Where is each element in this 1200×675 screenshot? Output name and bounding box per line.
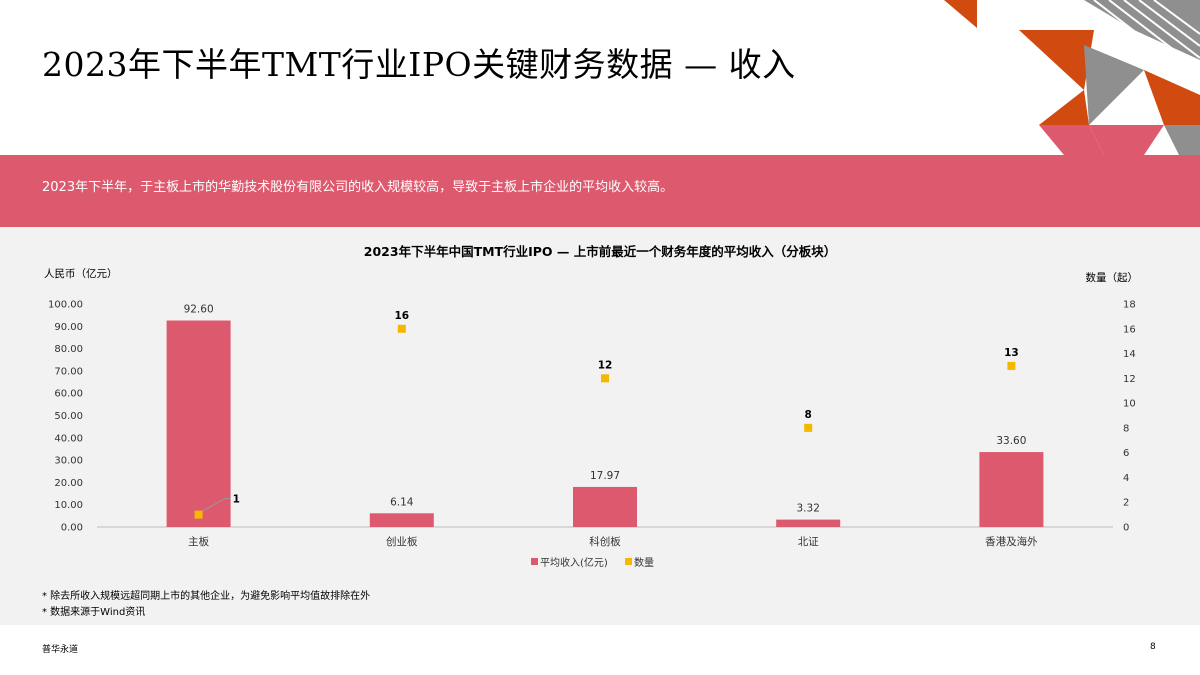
revenue-chart: 2023年下半年中国TMT行业IPO — 上市前最近一个财务年度的平均收入（分板…	[44, 244, 1139, 569]
y-tick-right: 2	[1123, 498, 1129, 509]
summary-banner: 2023年下半年，于主板上市的华勤技术股份有限公司的收入规模较高，导致于主板上市…	[0, 155, 1200, 227]
banner-text: 2023年下半年，于主板上市的华勤技术股份有限公司的收入规模较高，导致于主板上市…	[42, 180, 674, 195]
y-tick-left: 0.00	[61, 523, 83, 534]
y-tick-left: 90.00	[54, 322, 83, 333]
x-tick-label-2: 科创板	[589, 535, 621, 548]
marker-label-2: 12	[598, 359, 613, 371]
y-tick-left: 60.00	[54, 389, 83, 400]
legend-swatch-revenue	[531, 558, 538, 565]
marker-4	[1007, 361, 1016, 370]
bar-2	[573, 486, 637, 527]
x-tick-label-1: 创业板	[386, 535, 418, 548]
y-tick-right: 0	[1123, 523, 1129, 534]
bar-1	[369, 513, 434, 527]
footnote-1: * 除去所收入规模远超同期上市的其他企业，为避免影响平均值故排除在外	[42, 591, 371, 602]
y-tick-left: 40.00	[54, 433, 83, 444]
bar-0	[166, 320, 231, 527]
legend-label-revenue: 平均收入(亿元)	[540, 556, 608, 569]
page-number: 8	[1150, 642, 1156, 652]
y-tick-left: 10.00	[54, 500, 83, 511]
x-tick-label-0: 主板	[188, 535, 209, 548]
y-tick-right: 12	[1123, 374, 1136, 385]
y-tick-right: 4	[1123, 473, 1129, 484]
marker-3	[804, 423, 813, 432]
marker-0	[194, 510, 203, 519]
bar-3	[776, 519, 841, 527]
y-axis-left-label: 人民币（亿元）	[44, 267, 118, 280]
y-tick-right: 6	[1123, 448, 1129, 459]
page-title: 2023年下半年TMT行业IPO关键财务数据 — 收入	[42, 45, 796, 84]
chart-title: 2023年下半年中国TMT行业IPO — 上市前最近一个财务年度的平均收入（分板…	[364, 244, 836, 259]
marker-label-0: 1	[233, 494, 240, 506]
y-tick-right: 10	[1123, 399, 1136, 410]
x-tick-label-3: 北证	[798, 536, 819, 548]
marker-2	[601, 374, 609, 383]
decorative-triangles	[944, 0, 1200, 155]
marker-leader-0	[203, 498, 231, 512]
x-tick-label-4: 香港及海外	[985, 535, 1038, 548]
marker-label-4: 13	[1004, 347, 1019, 359]
y-tick-left: 80.00	[54, 344, 83, 355]
y-tick-right: 14	[1123, 349, 1136, 360]
y-tick-left: 20.00	[54, 478, 83, 489]
bar-label-3: 3.32	[797, 503, 820, 515]
bar-4	[979, 452, 1044, 527]
bar-label-4: 33.60	[996, 435, 1026, 447]
marker-label-1: 16	[394, 310, 409, 322]
y-tick-right: 8	[1123, 423, 1129, 434]
bar-label-1: 6.14	[390, 496, 414, 508]
y-tick-left: 100.00	[48, 300, 83, 311]
footnote-2: * 数据来源于Wind资讯	[42, 607, 146, 618]
marker-1	[397, 324, 406, 333]
y-axis-right-label: 数量（起）	[1086, 271, 1139, 284]
y-tick-left: 30.00	[54, 456, 83, 467]
footer-brand: 普华永道	[42, 645, 79, 655]
y-tick-left: 70.00	[54, 366, 83, 377]
legend-label-count: 数量	[634, 556, 654, 569]
y-tick-left: 50.00	[54, 411, 83, 422]
y-tick-right: 16	[1123, 324, 1136, 335]
y-tick-right: 18	[1123, 300, 1136, 311]
legend-swatch-count	[625, 558, 632, 565]
bar-label-2: 17.97	[590, 470, 620, 482]
bar-label-0: 92.60	[184, 304, 214, 316]
marker-label-3: 8	[805, 409, 812, 421]
